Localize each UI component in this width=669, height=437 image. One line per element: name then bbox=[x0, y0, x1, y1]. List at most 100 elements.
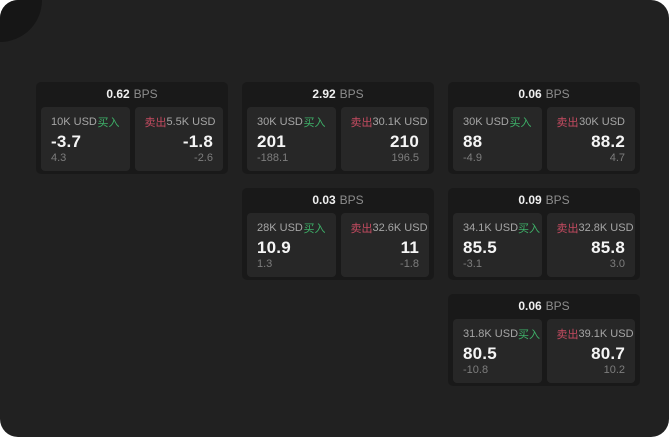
spread-header: 0.62 BPS bbox=[36, 82, 228, 107]
buy-amount: 30K USD bbox=[257, 116, 303, 128]
quote-card: 0.09 BPS 34.1K USD 买入 85.5 -3.1 卖出 32.8K… bbox=[448, 188, 640, 280]
sell-price: 11 bbox=[400, 238, 419, 257]
spread-unit-label: BPS bbox=[339, 193, 364, 207]
buy-side-label: 买入 bbox=[97, 117, 120, 129]
corner-accent bbox=[0, 0, 42, 42]
sell-delta: 196.5 bbox=[391, 152, 419, 164]
sell-tile[interactable]: 卖出 32.6K USD 11 -1.8 bbox=[340, 213, 429, 277]
sell-side-label: 卖出 bbox=[556, 329, 579, 341]
buy-side-label: 买入 bbox=[303, 223, 326, 235]
buy-price: 10.9 bbox=[257, 238, 291, 257]
spread-header: 0.03 BPS bbox=[242, 188, 434, 213]
buy-tile[interactable]: 31.8K USD 买入 80.5 -10.8 bbox=[453, 319, 542, 383]
sell-tile-top: 卖出 30.1K USD bbox=[350, 114, 428, 130]
sell-delta: 3.0 bbox=[609, 258, 625, 270]
buy-tile[interactable]: 30K USD 买入 201 -188.1 bbox=[247, 107, 336, 171]
quote-grid: 0.62 BPS 10K USD 买入 -3.7 4.3 卖出 5.5K USD… bbox=[36, 82, 640, 386]
spread-value: 0.62 bbox=[106, 87, 130, 101]
quote-card: 0.06 BPS 31.8K USD 买入 80.5 -10.8 卖出 39.1… bbox=[448, 294, 640, 386]
spread-value: 2.92 bbox=[312, 87, 336, 101]
sell-tile-top: 卖出 32.8K USD bbox=[556, 220, 634, 236]
spread-unit-label: BPS bbox=[339, 87, 364, 101]
sell-tile-top: 卖出 5.5K USD bbox=[144, 114, 216, 130]
sell-side-label: 卖出 bbox=[350, 117, 373, 129]
buy-price: 88 bbox=[463, 132, 483, 151]
sell-price: 80.7 bbox=[591, 344, 625, 363]
buy-tile-top: 30K USD 买入 bbox=[463, 114, 532, 130]
sell-delta: 10.2 bbox=[603, 364, 625, 376]
buy-tile[interactable]: 30K USD 买入 88 -4.9 bbox=[453, 107, 542, 171]
sell-delta: 4.7 bbox=[609, 152, 625, 164]
buy-price: -3.7 bbox=[51, 132, 82, 151]
sell-side-label: 卖出 bbox=[144, 117, 167, 129]
spread-value: 0.03 bbox=[312, 193, 336, 207]
sell-amount: 30.1K USD bbox=[372, 116, 428, 128]
buy-amount: 28K USD bbox=[257, 222, 303, 234]
buy-price: 85.5 bbox=[463, 238, 497, 257]
buy-tile[interactable]: 28K USD 买入 10.9 1.3 bbox=[247, 213, 336, 277]
sell-tile[interactable]: 卖出 32.8K USD 85.8 3.0 bbox=[546, 213, 635, 277]
spread-header: 2.92 BPS bbox=[242, 82, 434, 107]
buy-amount: 34.1K USD bbox=[463, 222, 519, 234]
buy-tile-top: 28K USD 买入 bbox=[257, 220, 326, 236]
sell-amount: 32.8K USD bbox=[578, 222, 634, 234]
buy-delta: -3.1 bbox=[463, 258, 482, 270]
sell-price: -1.8 bbox=[182, 132, 213, 151]
quote-card-body: 30K USD 买入 88 -4.9 卖出 30K USD 88.2 4.7 bbox=[448, 107, 640, 176]
buy-delta: -188.1 bbox=[257, 152, 289, 164]
buy-amount: 31.8K USD bbox=[463, 328, 519, 340]
buy-tile-top: 31.8K USD 买入 bbox=[463, 326, 540, 342]
buy-price: 80.5 bbox=[463, 344, 497, 363]
quote-card: 0.06 BPS 30K USD 买入 88 -4.9 卖出 30K USD 8… bbox=[448, 82, 640, 174]
quote-card: 0.62 BPS 10K USD 买入 -3.7 4.3 卖出 5.5K USD… bbox=[36, 82, 228, 174]
spread-value: 0.09 bbox=[518, 193, 542, 207]
sell-amount: 39.1K USD bbox=[578, 328, 634, 340]
buy-tile-top: 34.1K USD 买入 bbox=[463, 220, 540, 236]
spread-unit-label: BPS bbox=[545, 299, 570, 313]
sell-side-label: 卖出 bbox=[350, 223, 373, 235]
quote-card-body: 31.8K USD 买入 80.5 -10.8 卖出 39.1K USD 80.… bbox=[448, 319, 640, 388]
sell-tile-top: 卖出 39.1K USD bbox=[556, 326, 634, 342]
buy-tile-top: 10K USD 买入 bbox=[51, 114, 120, 130]
sell-price: 85.8 bbox=[591, 238, 625, 257]
buy-tile-top: 30K USD 买入 bbox=[257, 114, 326, 130]
sell-amount: 30K USD bbox=[579, 116, 625, 128]
buy-delta: 1.3 bbox=[257, 258, 273, 270]
sell-tile[interactable]: 卖出 39.1K USD 80.7 10.2 bbox=[546, 319, 635, 383]
quote-card-body: 30K USD 买入 201 -188.1 卖出 30.1K USD 210 1… bbox=[242, 107, 434, 176]
buy-side-label: 买入 bbox=[518, 223, 541, 235]
sell-tile-top: 卖出 32.6K USD bbox=[350, 220, 428, 236]
sell-amount: 32.6K USD bbox=[372, 222, 428, 234]
sell-side-label: 卖出 bbox=[556, 117, 579, 129]
buy-price: 201 bbox=[257, 132, 286, 151]
spread-header: 0.06 BPS bbox=[448, 82, 640, 107]
quote-card-body: 10K USD 买入 -3.7 4.3 卖出 5.5K USD -1.8 -2.… bbox=[36, 107, 228, 176]
sell-delta: -1.8 bbox=[400, 258, 419, 270]
buy-side-label: 买入 bbox=[518, 329, 541, 341]
spread-header: 0.09 BPS bbox=[448, 188, 640, 213]
quote-card: 2.92 BPS 30K USD 买入 201 -188.1 卖出 30.1K … bbox=[242, 82, 434, 174]
buy-delta: -4.9 bbox=[463, 152, 482, 164]
spread-unit-label: BPS bbox=[545, 193, 570, 207]
buy-tile[interactable]: 34.1K USD 买入 85.5 -3.1 bbox=[453, 213, 542, 277]
buy-amount: 10K USD bbox=[51, 116, 97, 128]
sell-tile[interactable]: 卖出 30.1K USD 210 196.5 bbox=[340, 107, 429, 171]
buy-tile[interactable]: 10K USD 买入 -3.7 4.3 bbox=[41, 107, 130, 171]
buy-delta: 4.3 bbox=[51, 152, 67, 164]
spread-unit-label: BPS bbox=[133, 87, 158, 101]
sell-tile[interactable]: 卖出 5.5K USD -1.8 -2.6 bbox=[134, 107, 223, 171]
buy-amount: 30K USD bbox=[463, 116, 509, 128]
sell-amount: 5.5K USD bbox=[166, 116, 216, 128]
sell-tile[interactable]: 卖出 30K USD 88.2 4.7 bbox=[546, 107, 635, 171]
sell-tile-top: 卖出 30K USD bbox=[557, 114, 626, 130]
buy-side-label: 买入 bbox=[303, 117, 326, 129]
quote-card-body: 34.1K USD 买入 85.5 -3.1 卖出 32.8K USD 85.8… bbox=[448, 213, 640, 282]
buy-delta: -10.8 bbox=[463, 364, 489, 376]
spread-value: 0.06 bbox=[518, 87, 542, 101]
quote-card: 0.03 BPS 28K USD 买入 10.9 1.3 卖出 32.6K US… bbox=[242, 188, 434, 280]
spread-unit-label: BPS bbox=[545, 87, 570, 101]
sell-side-label: 卖出 bbox=[556, 223, 579, 235]
spread-value: 0.06 bbox=[518, 299, 542, 313]
quote-card-body: 28K USD 买入 10.9 1.3 卖出 32.6K USD 11 -1.8 bbox=[242, 213, 434, 282]
